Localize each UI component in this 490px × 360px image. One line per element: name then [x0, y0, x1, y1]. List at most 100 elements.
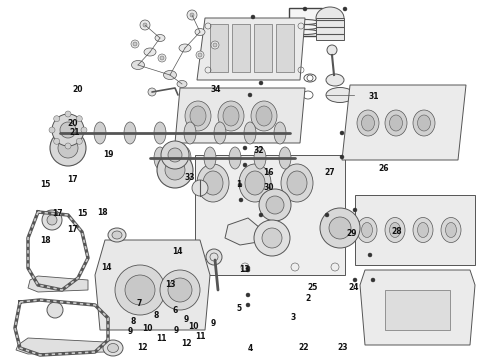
Ellipse shape	[144, 48, 156, 56]
Ellipse shape	[251, 101, 277, 131]
Circle shape	[54, 116, 60, 122]
Circle shape	[246, 268, 250, 272]
Text: 17: 17	[52, 209, 63, 217]
Ellipse shape	[287, 171, 307, 195]
Circle shape	[371, 278, 375, 282]
Ellipse shape	[177, 81, 187, 87]
Polygon shape	[342, 85, 466, 160]
Circle shape	[133, 42, 137, 46]
Circle shape	[65, 111, 71, 117]
Text: 4: 4	[247, 344, 252, 353]
Ellipse shape	[124, 122, 136, 144]
Text: 17: 17	[67, 175, 78, 184]
Polygon shape	[360, 270, 475, 345]
Circle shape	[54, 138, 60, 144]
Circle shape	[320, 208, 360, 248]
Ellipse shape	[326, 74, 344, 86]
Text: 20: 20	[72, 85, 83, 94]
Ellipse shape	[362, 222, 372, 238]
Text: 5: 5	[237, 304, 242, 313]
Circle shape	[340, 131, 344, 135]
Text: 9: 9	[184, 315, 189, 324]
Text: 10: 10	[142, 324, 152, 333]
Circle shape	[353, 208, 357, 212]
Text: 12: 12	[137, 343, 147, 352]
Circle shape	[248, 93, 252, 97]
Ellipse shape	[164, 71, 176, 80]
Circle shape	[340, 155, 344, 159]
Circle shape	[58, 138, 78, 158]
Circle shape	[239, 198, 243, 202]
Ellipse shape	[360, 214, 380, 242]
Bar	[232, 24, 250, 72]
Polygon shape	[28, 276, 88, 292]
Text: 3: 3	[291, 313, 295, 323]
Circle shape	[115, 265, 165, 315]
Ellipse shape	[441, 217, 461, 243]
Circle shape	[160, 56, 164, 60]
Ellipse shape	[413, 217, 433, 243]
Ellipse shape	[154, 147, 166, 169]
Ellipse shape	[256, 106, 272, 126]
Circle shape	[158, 54, 166, 62]
Circle shape	[251, 15, 255, 19]
Circle shape	[157, 152, 193, 188]
Text: 29: 29	[346, 229, 357, 238]
Bar	[289, 8, 322, 36]
Text: 22: 22	[298, 342, 309, 351]
Text: 20: 20	[67, 119, 78, 128]
Text: 31: 31	[368, 92, 379, 101]
Bar	[355, 195, 475, 265]
Text: 15: 15	[77, 209, 88, 217]
Circle shape	[190, 13, 194, 17]
Circle shape	[213, 43, 217, 47]
Circle shape	[329, 217, 351, 239]
Circle shape	[196, 51, 204, 59]
Text: 12: 12	[181, 339, 192, 348]
Ellipse shape	[107, 343, 119, 352]
Ellipse shape	[399, 217, 421, 247]
Ellipse shape	[185, 101, 211, 131]
Ellipse shape	[179, 44, 191, 52]
Circle shape	[187, 10, 197, 20]
Ellipse shape	[204, 147, 216, 169]
Ellipse shape	[281, 164, 313, 202]
Circle shape	[143, 23, 147, 27]
Ellipse shape	[316, 7, 344, 29]
Text: 34: 34	[210, 85, 221, 94]
Bar	[385, 290, 450, 330]
Circle shape	[140, 20, 150, 30]
Text: 11: 11	[156, 334, 167, 343]
Circle shape	[211, 41, 219, 49]
Text: 13: 13	[165, 280, 176, 289]
Circle shape	[198, 53, 202, 57]
Text: 27: 27	[324, 168, 335, 177]
Polygon shape	[225, 218, 260, 245]
Ellipse shape	[326, 87, 354, 103]
Circle shape	[246, 266, 250, 270]
Text: 8: 8	[153, 311, 158, 320]
Text: 30: 30	[263, 184, 274, 193]
Circle shape	[60, 122, 76, 138]
Text: 18: 18	[40, 236, 50, 245]
Text: 24: 24	[348, 283, 359, 292]
Polygon shape	[16, 338, 105, 354]
Ellipse shape	[223, 106, 239, 126]
Circle shape	[76, 138, 82, 144]
Circle shape	[266, 196, 284, 214]
Circle shape	[47, 302, 63, 318]
Text: 10: 10	[188, 323, 199, 331]
Ellipse shape	[154, 122, 166, 144]
Ellipse shape	[155, 35, 165, 41]
Circle shape	[52, 114, 84, 146]
Text: 9: 9	[174, 326, 179, 335]
Ellipse shape	[244, 122, 256, 144]
Circle shape	[47, 215, 57, 225]
Circle shape	[246, 293, 250, 297]
Circle shape	[246, 303, 250, 307]
Circle shape	[65, 143, 71, 149]
Ellipse shape	[385, 110, 407, 136]
Text: 13: 13	[239, 265, 249, 274]
Text: 11: 11	[196, 332, 206, 341]
Circle shape	[303, 7, 307, 11]
